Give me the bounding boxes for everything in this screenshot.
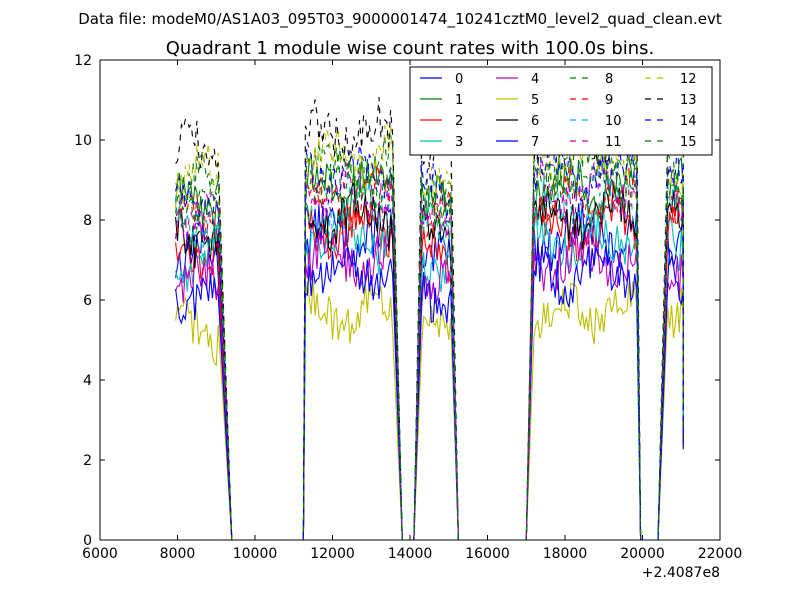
legend-label-8: 8	[605, 72, 613, 87]
x-tick-label: 22000	[698, 546, 743, 562]
series-layer	[175, 95, 684, 540]
y-tick-label: 2	[83, 453, 92, 469]
figure-suptitle: Data file: modeM0/AS1A03_095T03_90000014…	[78, 10, 722, 29]
x-tick-label: 14000	[388, 546, 433, 562]
y-tick-label: 4	[83, 373, 92, 389]
series-line-10	[175, 173, 684, 540]
legend-frame	[409, 66, 713, 156]
chart-title: Quadrant 1 module wise count rates with …	[166, 38, 655, 59]
legend-label-5: 5	[531, 93, 539, 108]
legend-label-9: 9	[605, 93, 613, 108]
plot-area: 6000 8000 10000 12000 14000 16000 18000 20000 22…	[74, 53, 742, 562]
series-line-12	[175, 124, 684, 540]
x-tick-label: 6000	[82, 546, 118, 562]
y-tick-label: 10	[74, 133, 92, 149]
series-line-7	[175, 238, 684, 540]
series-line-14	[175, 139, 684, 540]
legend-label-12: 12	[680, 72, 697, 87]
y-tick-label: 6	[83, 293, 92, 309]
legend-label-6: 6	[531, 114, 539, 129]
x-tick-label: 18000	[543, 546, 588, 562]
x-tick-label: 12000	[310, 546, 355, 562]
x-offset-label: +2.4087e8	[642, 565, 720, 581]
legend-label-3: 3	[455, 135, 463, 150]
series-line-3	[175, 206, 684, 540]
series-line-0	[175, 201, 684, 540]
x-tick-label: 10000	[233, 546, 278, 562]
legend-label-13: 13	[680, 93, 697, 108]
legend-label-10: 10	[605, 114, 622, 129]
series-line-11	[175, 159, 684, 540]
series-line-5	[175, 279, 684, 540]
y-tick-label: 0	[83, 533, 92, 549]
legend-label-15: 15	[680, 135, 697, 150]
legend-label-11: 11	[605, 135, 622, 150]
x-tick-label: 8000	[160, 546, 196, 562]
legend-label-2: 2	[455, 114, 463, 129]
legend-label-4: 4	[531, 72, 539, 87]
legend-label-14: 14	[680, 114, 697, 129]
legend-label-1: 1	[455, 93, 463, 108]
y-tick-label: 8	[83, 213, 92, 229]
x-tick-label: 20000	[620, 546, 665, 562]
x-tick-label: 16000	[465, 546, 510, 562]
legend-label-7: 7	[531, 135, 539, 150]
y-tick-label: 12	[74, 53, 92, 69]
ticks-layer: 6000 8000 10000 12000 14000 16000 18000 20000 22…	[74, 53, 742, 562]
series-line-4	[175, 225, 684, 540]
legend-label-0: 0	[455, 72, 463, 87]
